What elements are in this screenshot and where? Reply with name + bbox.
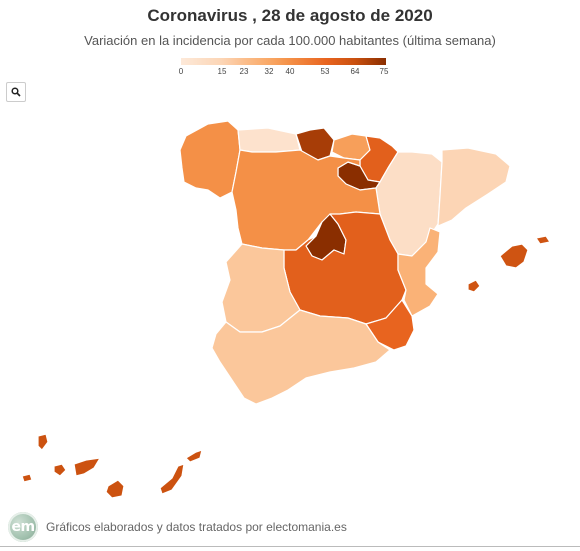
footer: em Gráficos elaborados y datos tratados … xyxy=(8,512,347,542)
zoom-button[interactable] xyxy=(6,82,26,102)
map-title: Coronavirus , 28 de agosto de 2020 xyxy=(147,6,433,25)
region-baleares[interactable] xyxy=(499,243,529,269)
color-legend: 0 15 23 32 40 53 64 75 xyxy=(178,58,389,80)
region-canarias[interactable] xyxy=(37,433,49,451)
divider xyxy=(0,546,580,547)
spain-map xyxy=(21,120,551,499)
legend-tick: 0 xyxy=(178,67,184,76)
region-canarias[interactable] xyxy=(159,463,185,495)
legend-tick: 23 xyxy=(239,67,249,76)
search-icon xyxy=(11,87,21,97)
region-canarias[interactable] xyxy=(53,463,67,477)
logo-text: em xyxy=(11,519,35,535)
region-canarias[interactable] xyxy=(105,479,125,499)
legend-tick: 40 xyxy=(285,67,295,76)
region-comunidad-valenciana[interactable] xyxy=(397,227,441,317)
legend-tick: 32 xyxy=(264,67,274,76)
region-asturias[interactable] xyxy=(237,127,301,153)
legend-tick: 53 xyxy=(320,67,330,76)
region-cataluna[interactable] xyxy=(437,147,511,227)
legend-tick: 75 xyxy=(379,67,389,76)
legend-tick: 15 xyxy=(217,67,227,76)
region-galicia[interactable] xyxy=(179,120,241,199)
region-baleares[interactable] xyxy=(467,279,481,293)
legend-tick: 64 xyxy=(350,67,360,76)
region-canarias[interactable] xyxy=(73,457,101,477)
credit-text: Gráficos elaborados y datos tratados por… xyxy=(46,520,347,534)
region-canarias[interactable] xyxy=(185,449,203,463)
map-subtitle: Variación en la incidencia por cada 100.… xyxy=(84,33,496,48)
legend-gradient-bar xyxy=(181,58,386,65)
region-baleares[interactable] xyxy=(535,235,551,245)
region-canarias[interactable] xyxy=(21,473,33,483)
region-castilla-y-leon[interactable] xyxy=(231,149,381,251)
electomania-logo: em xyxy=(8,512,38,542)
region-andalucia[interactable] xyxy=(211,309,391,405)
